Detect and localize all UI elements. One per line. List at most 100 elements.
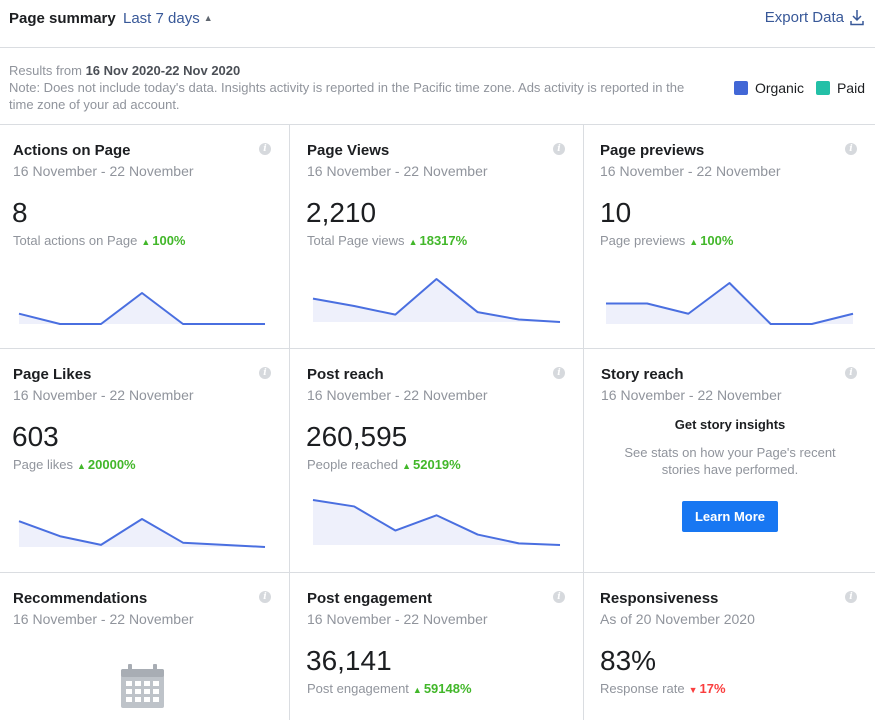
metric-change: 20000% <box>87 457 136 472</box>
download-icon <box>850 10 864 26</box>
divider <box>0 124 875 125</box>
info-icon[interactable]: i <box>845 367 857 379</box>
metric-label: People reached <box>307 457 399 472</box>
info-icon[interactable]: i <box>259 367 271 379</box>
sparkline-area <box>19 293 265 324</box>
card-metric: People reached ▲ 52019% <box>307 457 461 472</box>
card-value: 83% <box>600 645 657 676</box>
sparkline-chart <box>312 278 561 323</box>
card-post-reach[interactable]: Post reach 16 November - 22 November i 2… <box>290 349 583 572</box>
info-icon[interactable]: i <box>845 143 857 155</box>
card-actions-on-page[interactable]: Actions on Page 16 November - 22 Novembe… <box>0 125 289 348</box>
trend-down-icon: ▼ <box>688 685 698 695</box>
sparkline-chart <box>18 292 266 325</box>
story-insights-text: See stats on how your Page's recent stor… <box>624 445 836 477</box>
card-subtitle: 16 November - 22 November <box>307 163 488 179</box>
card-title: Responsiveness <box>600 590 719 607</box>
export-data-button[interactable]: Export Data <box>765 9 864 26</box>
card-subtitle: 16 November - 22 November <box>13 611 194 627</box>
card-responsiveness[interactable]: Responsiveness As of 20 November 2020 i … <box>584 573 875 720</box>
sparkline-area <box>313 500 560 545</box>
metric-change: 18317% <box>419 233 468 248</box>
legend-item-organic[interactable]: Organic <box>733 80 804 96</box>
legend-item-paid[interactable]: Paid <box>815 80 865 96</box>
info-icon[interactable]: i <box>259 591 271 603</box>
info-icon[interactable]: i <box>845 591 857 603</box>
card-page-views[interactable]: Page Views 16 November - 22 November i 2… <box>290 125 583 348</box>
card-subtitle: 16 November - 22 November <box>600 163 781 179</box>
metric-label: Page likes <box>13 457 73 472</box>
card-title: Page Views <box>307 142 390 159</box>
card-title: Actions on Page <box>13 142 131 159</box>
trend-up-icon: ▲ <box>141 237 151 247</box>
legend-swatch <box>815 81 830 95</box>
card-metric: Page previews ▲ 100% <box>600 233 733 248</box>
card-subtitle: 16 November - 22 November <box>13 163 194 179</box>
legend-label: Organic <box>754 80 804 96</box>
metric-label: Total actions on Page <box>13 233 138 248</box>
card-subtitle: 16 November - 22 November <box>307 611 488 627</box>
metric-change: 100% <box>152 233 186 248</box>
card-title: Recommendations <box>13 590 148 607</box>
card-value: 10 <box>600 197 632 228</box>
legend-label: Paid <box>836 80 865 96</box>
card-page-likes[interactable]: Page Likes 16 November - 22 November i 6… <box>0 349 289 572</box>
legend-swatch <box>733 81 748 95</box>
trend-up-icon: ▲ <box>402 461 411 471</box>
info-icon[interactable]: i <box>553 143 565 155</box>
card-subtitle: 16 November - 22 November <box>307 387 488 403</box>
sparkline-area <box>606 283 853 324</box>
divider <box>0 348 875 349</box>
card-metric: Page likes ▲ 20000% <box>13 457 136 472</box>
story-insights-promo: Get story insights See stats on how your… <box>584 417 875 532</box>
metric-label: Response rate <box>600 681 685 696</box>
info-icon[interactable]: i <box>553 591 565 603</box>
sort-caret-icon: ▲︎ <box>203 13 213 23</box>
sparkline-chart <box>605 282 854 325</box>
card-metric: Total Page views ▲ 18317% <box>307 233 467 248</box>
learn-more-button[interactable]: Learn More <box>681 501 779 532</box>
divider <box>289 124 290 720</box>
metric-change: 100% <box>700 233 734 248</box>
export-data-label: Export Data <box>764 9 844 26</box>
trend-up-icon: ▲ <box>412 685 422 695</box>
trend-up-icon: ▲ <box>689 237 699 247</box>
page-title: Page summary <box>9 10 116 27</box>
card-metric: Response rate ▼ 17% <box>600 681 726 696</box>
card-subtitle: 16 November - 22 November <box>13 387 194 403</box>
date-range-label: Last 7 days <box>123 10 200 27</box>
calendar-icon <box>121 664 164 708</box>
page-summary-header: Page summary Last 7 days ▲︎ Export Data <box>0 0 875 48</box>
card-metric: Total actions on Page ▲ 100% <box>13 233 185 248</box>
sparkline-chart <box>18 518 266 548</box>
sparkline-area <box>19 519 265 547</box>
legend: Organic Paid <box>722 80 865 96</box>
card-subtitle: 16 November - 22 November <box>601 387 782 403</box>
timezone-note: Note: Does not include today's data. Ins… <box>9 80 685 112</box>
card-title: Post reach <box>307 366 384 383</box>
trend-up-icon: ▲ <box>408 237 418 247</box>
card-value: 8 <box>12 197 28 228</box>
sparkline-area <box>313 279 560 322</box>
card-story-reach: Story reach 16 November - 22 November i … <box>584 349 875 572</box>
divider <box>0 572 875 573</box>
card-post-engagement[interactable]: Post engagement 16 November - 22 Novembe… <box>290 573 583 720</box>
info-icon[interactable]: i <box>259 143 271 155</box>
info-icon[interactable]: i <box>553 367 565 379</box>
card-title: Post engagement <box>307 590 433 607</box>
metric-label: Page previews <box>600 233 686 248</box>
date-range-selector[interactable]: Last 7 days ▲︎ <box>123 10 213 27</box>
card-title: Page Likes <box>13 366 92 383</box>
card-value: 603 <box>12 421 59 452</box>
metric-label: Post engagement <box>307 681 409 696</box>
metric-change: 17% <box>699 681 726 696</box>
divider <box>583 124 584 720</box>
card-recommendations[interactable]: Recommendations 16 November - 22 Novembe… <box>0 573 289 720</box>
card-page-previews[interactable]: Page previews 16 November - 22 November … <box>584 125 875 348</box>
metric-label: Total Page views <box>307 233 405 248</box>
card-subtitle: As of 20 November 2020 <box>600 611 755 627</box>
results-range-line: Results from 16 Nov 2020-22 Nov 2020 <box>9 63 241 78</box>
card-title: Page previews <box>600 142 705 159</box>
card-value: 260,595 <box>306 421 408 452</box>
metric-change: 52019% <box>413 457 461 472</box>
